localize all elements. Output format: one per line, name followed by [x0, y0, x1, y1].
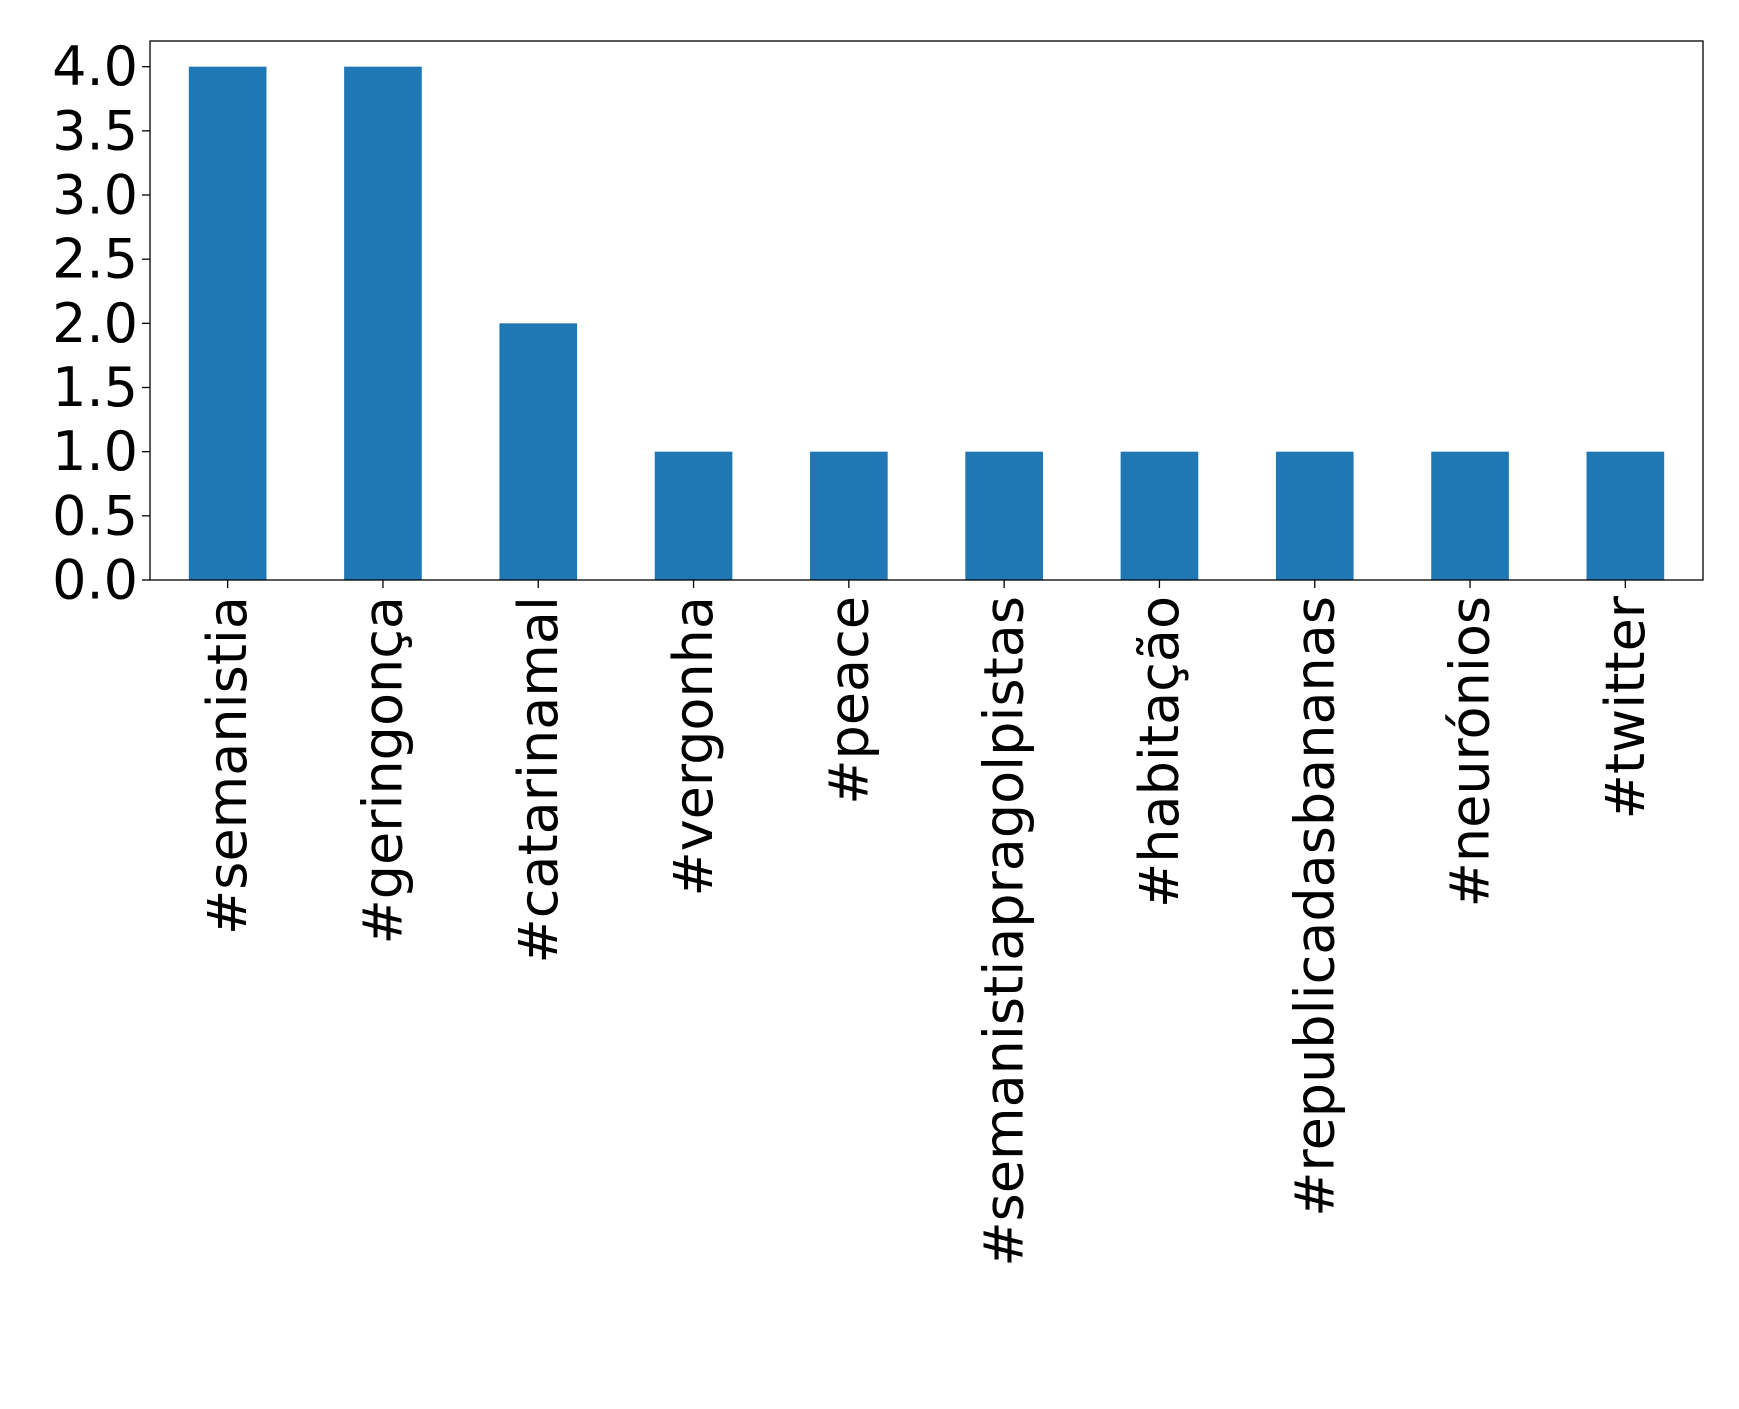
bar-1 [344, 66, 422, 580]
x-tick-label: #republicadasbananas [1283, 596, 1346, 1217]
y-tick-label: 0.0 [52, 549, 138, 612]
y-tick-label: 3.5 [52, 99, 138, 162]
x-tick-label: #geringonça [351, 596, 414, 945]
plot-frame [149, 40, 1704, 581]
y-axis: 0.00.51.01.52.02.53.03.54.0 [52, 35, 150, 612]
bar-8 [1431, 451, 1509, 580]
x-tick-label: #peace [817, 596, 880, 805]
bar-3 [654, 451, 733, 580]
x-tick-label: #vergonha [662, 596, 725, 897]
y-tick-label: 4.0 [52, 35, 138, 98]
bar-7 [1275, 451, 1354, 580]
y-tick-label: 1.0 [52, 420, 138, 483]
x-axis: #semanistia #geringonça #catarinamal #vergo… [196, 580, 1657, 1267]
bar-4 [810, 451, 888, 580]
x-tick-label: #neurónios [1439, 596, 1502, 907]
bar-2 [499, 323, 578, 580]
y-tick-label: 2.0 [52, 292, 138, 355]
bar-0 [188, 66, 267, 580]
bar-6 [1120, 451, 1199, 580]
bars-layer [188, 66, 1665, 580]
y-tick-label: 2.5 [52, 228, 138, 291]
y-tick-label: 0.5 [52, 484, 138, 547]
x-tick-label: #twitter [1594, 595, 1657, 819]
x-tick-label: #catarinamal [507, 596, 570, 964]
y-tick-label: 1.5 [52, 356, 138, 419]
bar-5 [965, 451, 1043, 580]
y-tick-label: 3.0 [52, 164, 138, 227]
x-tick-label: #semanistia [196, 596, 259, 935]
bar-9 [1586, 451, 1665, 580]
x-tick-label: #semanistiapragolpistas [973, 596, 1036, 1267]
x-tick-label: #habitação [1128, 596, 1191, 908]
